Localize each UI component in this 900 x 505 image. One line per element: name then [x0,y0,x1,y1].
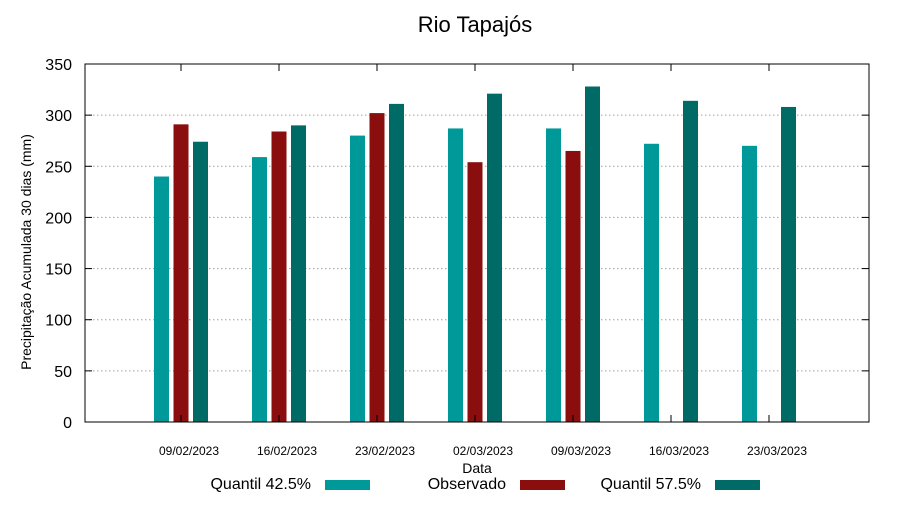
legend-label: Quantil 42.5% [210,476,311,493]
bar-quantil-42-5-2 [252,157,267,422]
chart-title: Rio Tapajós [418,12,533,37]
y-tick-label: 300 [45,108,72,125]
bar-quantil-57-5-3 [389,103,404,423]
bar-observado-3 [369,113,385,423]
legend-swatch [715,480,760,490]
y-axis-label: Precipitação Acumulada 30 dias (mm) [18,134,34,370]
x-axis-label: Data [462,460,492,476]
bar-observado-2 [271,131,287,422]
legend-label: Quantil 57.5% [600,476,701,493]
y-tick-label: 150 [45,262,72,279]
bar-quantil-42-5-6 [644,143,659,423]
x-tick-label: 16/03/2023 [649,444,709,458]
y-tick-label: 250 [45,159,72,176]
y-axis-ticks: 0 50 100 150 200 250 300 350 [45,57,869,432]
bar-quantil-57-5-1 [193,141,208,423]
legend-swatch [520,480,565,490]
bar-quantil-42-5-4 [448,128,463,422]
y-tick-label: 0 [63,415,72,432]
legend-label: Observado [428,476,506,493]
bar-observado-5 [565,150,581,422]
bar-quantil-42-5-1 [154,176,169,422]
x-tick-label: 02/03/2023 [453,444,513,458]
bar-observado-4 [467,162,483,423]
x-tick-label: 09/03/2023 [551,444,611,458]
x-axis-ticks: 09/02/2023 16/02/2023 23/02/2023 02/03/2023… [159,64,807,458]
bar-observado-1 [173,124,189,422]
bar-quantil-57-5-5 [585,86,600,422]
bar-quantil-57-5-4 [487,93,502,423]
bar-quantil-42-5-5 [546,128,561,422]
bar-quantil-57-5-2 [291,125,306,422]
plot-frame [84,63,870,423]
bar-quantil-42-5-3 [350,135,365,422]
y-tick-label: 100 [45,313,72,330]
bar-quantil-42-5-7 [742,145,757,423]
x-tick-label: 16/02/2023 [257,444,317,458]
bar-quantil-57-5-7 [781,106,796,423]
legend-swatch [325,480,370,490]
bar-quantil-57-5-6 [683,100,698,422]
y-tick-label: 50 [54,364,72,381]
x-tick-label: 23/02/2023 [355,444,415,458]
x-tick-label: 23/03/2023 [747,444,807,458]
bars [154,86,796,423]
y-tick-label: 350 [45,57,72,74]
x-tick-label: 09/02/2023 [159,444,219,458]
legend: Quantil 42.5% Observado Quantil 57.5% [210,476,760,493]
y-tick-label: 200 [45,210,72,227]
